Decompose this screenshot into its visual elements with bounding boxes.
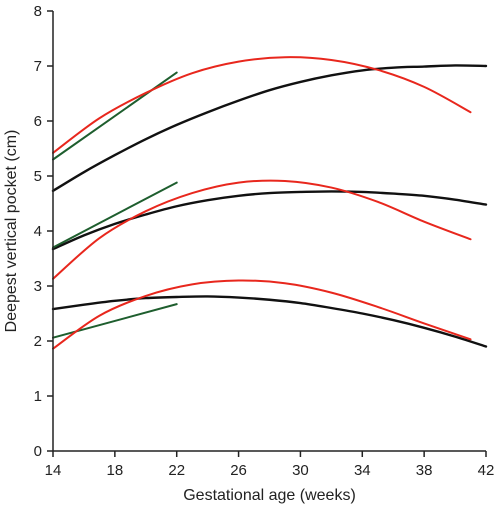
x-tick-label: 30 — [292, 462, 309, 479]
plot-area — [51, 56, 488, 350]
series-line-red-4 — [52, 179, 472, 280]
y-tick-label: 2 — [34, 333, 42, 350]
y-tick-label: 8 — [34, 3, 42, 20]
series-line-green-7 — [52, 181, 178, 249]
series-line-green-6 — [52, 71, 178, 161]
x-tick-label: 38 — [416, 462, 433, 479]
y-tick-label: 3 — [34, 278, 42, 295]
series-line-black-0 — [51, 64, 488, 193]
x-axis: 14 18 22 26 30 34 38 42 — [45, 450, 495, 479]
x-tick-label: 18 — [107, 462, 124, 479]
y-tick-label: 1 — [34, 388, 42, 405]
x-axis-title: Gestational age (weeks) — [183, 487, 356, 504]
x-tick-label: 42 — [478, 462, 495, 479]
y-tick-label: 6 — [34, 113, 42, 130]
y-axis-title: Deepest vertical pocket (cm) — [3, 130, 20, 333]
x-tick-label: 34 — [354, 462, 371, 479]
y-tick-label: 5 — [34, 168, 42, 185]
y-tick-label: 0 — [34, 443, 42, 460]
series-line-red-3 — [52, 56, 472, 154]
x-tick-label: 22 — [168, 462, 185, 479]
series-line-red-5 — [52, 279, 472, 350]
x-tick-label: 26 — [230, 462, 247, 479]
series-line-black-2 — [51, 295, 488, 348]
y-axis: 0 1 2 3 4 5 6 7 8 — [34, 3, 54, 460]
y-tick-label: 4 — [34, 223, 42, 240]
y-tick-label: 7 — [34, 58, 42, 75]
x-tick-label: 14 — [45, 462, 62, 479]
series-line-green-8 — [52, 303, 178, 339]
series-line-black-1 — [51, 190, 488, 251]
